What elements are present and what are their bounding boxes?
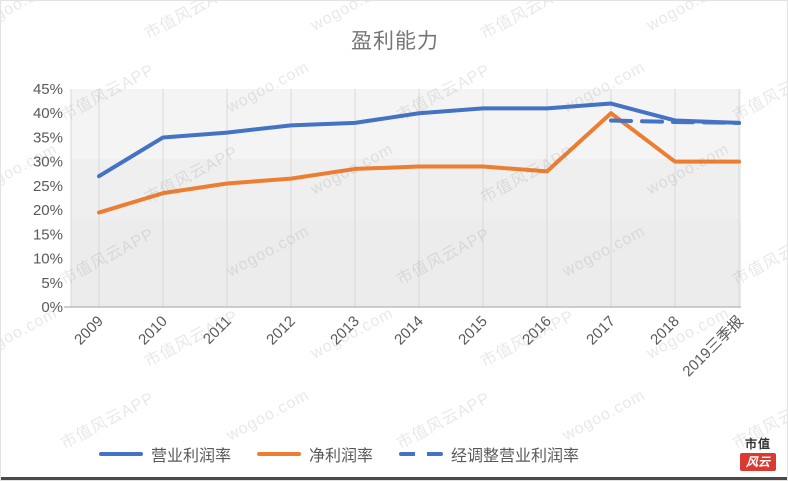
svg-text:30%: 30%: [33, 154, 63, 171]
legend-line-blue-solid-icon: [99, 452, 143, 456]
brand-logo-badge: 风云: [740, 453, 776, 471]
svg-text:0%: 0%: [41, 299, 63, 316]
svg-text:40%: 40%: [33, 105, 63, 122]
svg-text:5%: 5%: [41, 275, 63, 292]
svg-text:2012: 2012: [263, 313, 299, 349]
svg-text:2013: 2013: [327, 313, 363, 349]
svg-text:2015: 2015: [455, 313, 491, 349]
series-line-营业利润率: [97, 101, 741, 179]
svg-text:2016: 2016: [519, 313, 555, 349]
chart-title: 盈利能力: [351, 30, 439, 53]
legend-line-orange-solid-icon: [257, 452, 302, 456]
svg-text:2011: 2011: [200, 313, 235, 348]
legend-label-net-margin: 净利润率: [309, 448, 374, 465]
svg-text:2010: 2010: [135, 313, 171, 349]
svg-text:2019三季报: 2019三季报: [679, 313, 746, 380]
svg-text:2014: 2014: [391, 313, 427, 349]
x-axis-tick-labels: 2009 2010 2011 2012 2013 2014 2015 2016 2017 2018…: [71, 313, 747, 380]
bottom-border-bar: [1, 477, 787, 480]
legend-label-operating-margin: 营业利润率: [151, 448, 232, 465]
legend-item-adjusted-operating-margin: 经调整营业利润率: [399, 442, 579, 466]
legend-item-net-margin: 净利润率: [257, 442, 373, 466]
plot-svg: 0% 5% 10% 15% 20% 25% 30% 35% 40% 45% 2009 2010 2011…: [33, 81, 747, 380]
svg-text:25%: 25%: [33, 178, 63, 195]
svg-text:45%: 45%: [33, 81, 63, 98]
legend-line-blue-dashed-icon: [399, 452, 444, 456]
svg-text:2018: 2018: [647, 313, 683, 349]
series-line-经调整营业利润率: [609, 118, 741, 125]
y-axis-tick-labels: 0% 5% 10% 15% 20% 25% 30% 35% 40% 45%: [33, 81, 63, 316]
svg-text:15%: 15%: [33, 226, 63, 243]
svg-text:2017: 2017: [583, 313, 619, 349]
series-line-净利润率: [97, 111, 741, 215]
svg-text:10%: 10%: [33, 251, 63, 268]
svg-text:20%: 20%: [33, 202, 63, 219]
svg-text:2009: 2009: [71, 313, 107, 349]
legend-item-operating-margin: 营业利润率: [99, 442, 231, 466]
svg-text:35%: 35%: [33, 129, 63, 146]
brand-logo: 市值 风云: [737, 438, 779, 471]
legend-label-adjusted-operating-margin: 经调整营业利润率: [451, 448, 580, 465]
legend: 营业利润率 净利润率 经调整营业利润率: [99, 442, 579, 466]
brand-logo-text: 市值: [744, 437, 771, 451]
